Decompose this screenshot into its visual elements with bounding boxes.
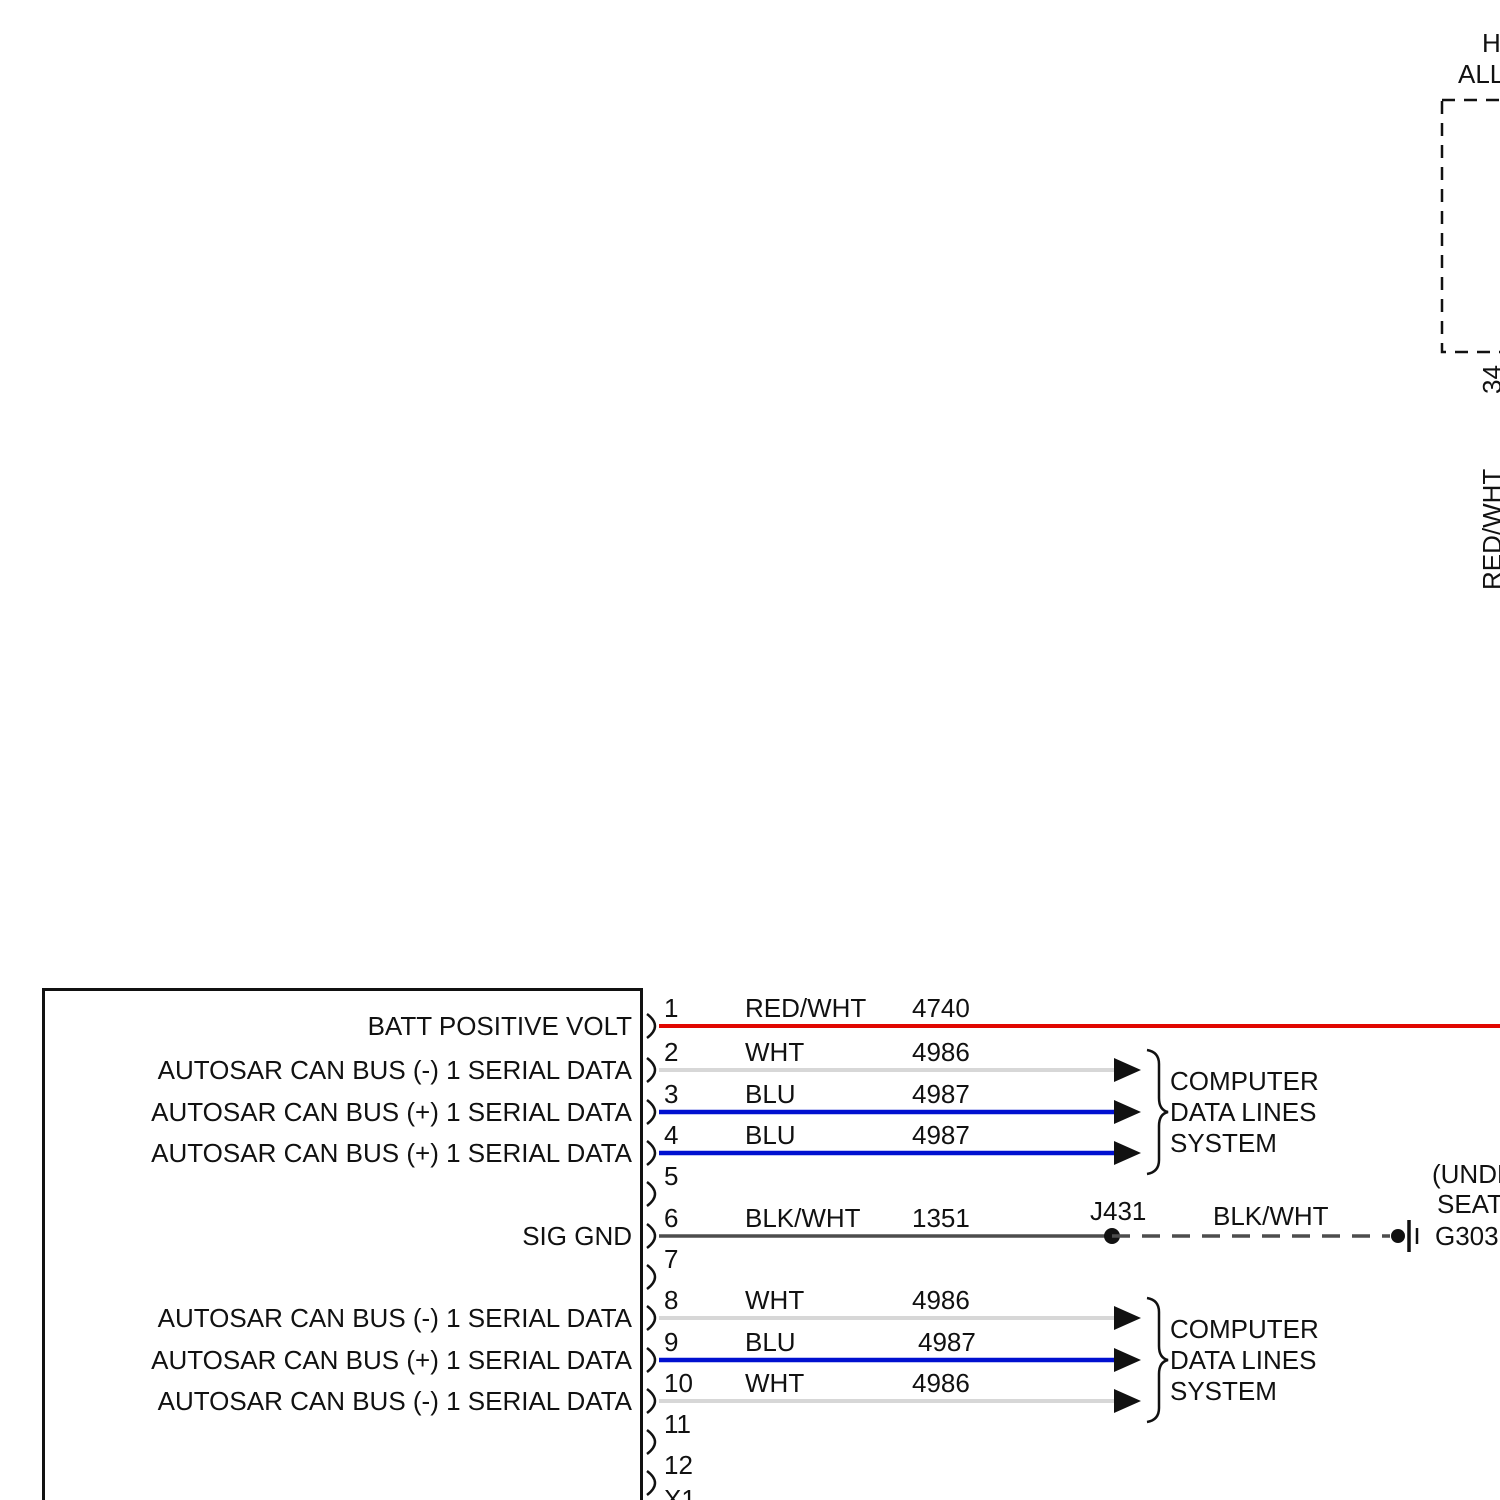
group-label-line: SYSTEM (1170, 1128, 1277, 1158)
pin-label: AUTOSAR CAN BUS (+) 1 SERIAL DATA (151, 1097, 632, 1127)
group-label-line: COMPUTER (1170, 1314, 1319, 1344)
wire-color-label: BLK/WHT (745, 1203, 861, 1233)
pin-number: 5 (664, 1161, 679, 1191)
pin-socket-arc (646, 1140, 657, 1166)
pin-number: 1 (664, 993, 679, 1023)
pin-socket-arc (646, 1305, 657, 1331)
pin-socket-arc (646, 1388, 657, 1414)
pin-label: AUTOSAR CAN BUS (+) 1 SERIAL DATA (151, 1345, 632, 1375)
pin-number: 6 (664, 1203, 679, 1233)
connector-box (42, 988, 643, 1500)
wire-color-label: BLU (745, 1120, 796, 1150)
pin-number: 12 (664, 1450, 693, 1480)
fuse-box-outline (1440, 98, 1500, 354)
circuit-number: 4986 (912, 1037, 970, 1067)
pin-socket-arc (646, 1013, 657, 1039)
pin-socket-arc (646, 1223, 657, 1249)
pin-socket-arc (646, 1057, 657, 1083)
wire-color-label: WHT (745, 1285, 805, 1315)
arrow-icon (1114, 1306, 1141, 1330)
pin-number: 10 (664, 1368, 693, 1398)
fuse-terminal-label: 34 (1477, 365, 1500, 394)
pin-number: 4 (664, 1120, 679, 1150)
pin-socket-arc (646, 1470, 657, 1496)
arrow-icon (1114, 1348, 1141, 1372)
pin-number: 2 (664, 1037, 679, 1067)
pin-number: 3 (664, 1079, 679, 1109)
pin-socket-arc (646, 1099, 657, 1125)
pin-number: 11 (664, 1409, 691, 1439)
pin-label: SIG GND (522, 1221, 632, 1251)
circuit-number: 4986 (912, 1285, 970, 1315)
pin-socket-arc (646, 1429, 657, 1455)
wire-color-label: WHT (745, 1368, 805, 1398)
splice-id: J431 (1090, 1196, 1147, 1226)
arrow-icon (1114, 1100, 1141, 1124)
ground-id: G303 (1435, 1221, 1499, 1251)
circuit-number: 4987 (918, 1327, 976, 1357)
arrow-icon (1114, 1389, 1141, 1413)
pin-label: AUTOSAR CAN BUS (-) 1 SERIAL DATA (157, 1386, 632, 1416)
pin-number: 8 (664, 1285, 679, 1315)
pin-socket-arc (646, 1181, 657, 1207)
wire-color-label: BLU (745, 1327, 796, 1357)
wire-color-label: RED/WHT (745, 993, 867, 1023)
pin-number: 7 (664, 1244, 679, 1274)
circuit-number: 1351 (912, 1203, 970, 1233)
ground-location-line2: SEAT (1437, 1189, 1500, 1219)
ground-location-line1: (UNDER (1432, 1159, 1500, 1189)
pin-label: BATT POSITIVE VOLT (367, 1011, 632, 1041)
group-label-line: DATA LINES (1170, 1345, 1317, 1375)
brace-group-1 (1146, 1048, 1169, 1176)
pin-socket-arc (646, 1347, 657, 1373)
arrow-icon (1114, 1141, 1141, 1165)
vertical-wire-label: RED/WHT (1477, 468, 1500, 590)
group-label-line: SYSTEM (1170, 1376, 1277, 1406)
circuit-number: 4986 (912, 1368, 970, 1398)
pin-socket-arc (646, 1264, 657, 1290)
fuse-box-label-line2: ALL (1458, 59, 1500, 89)
ground-dot (1391, 1229, 1405, 1243)
pin-label: AUTOSAR CAN BUS (+) 1 SERIAL DATA (151, 1138, 632, 1168)
fuse-box-label-line1: HOT (1482, 28, 1500, 58)
group-label-line: COMPUTER (1170, 1066, 1319, 1096)
pin-number: 9 (664, 1327, 679, 1357)
circuit-number: 4987 (912, 1079, 970, 1109)
circuit-number: 4987 (912, 1120, 970, 1150)
circuit-number: 4740 (912, 993, 970, 1023)
group-label-line: DATA LINES (1170, 1097, 1317, 1127)
brace-group-2 (1146, 1296, 1169, 1424)
arrow-icon (1114, 1058, 1141, 1082)
pin-label: AUTOSAR CAN BUS (-) 1 SERIAL DATA (157, 1055, 632, 1085)
pin-label: AUTOSAR CAN BUS (-) 1 SERIAL DATA (157, 1303, 632, 1333)
connector-id: X1 (664, 1484, 696, 1500)
wire-color-label: BLU (745, 1079, 796, 1109)
wire-color-label: WHT (745, 1037, 805, 1067)
gnd-segment-color-label: BLK/WHT (1213, 1201, 1329, 1231)
